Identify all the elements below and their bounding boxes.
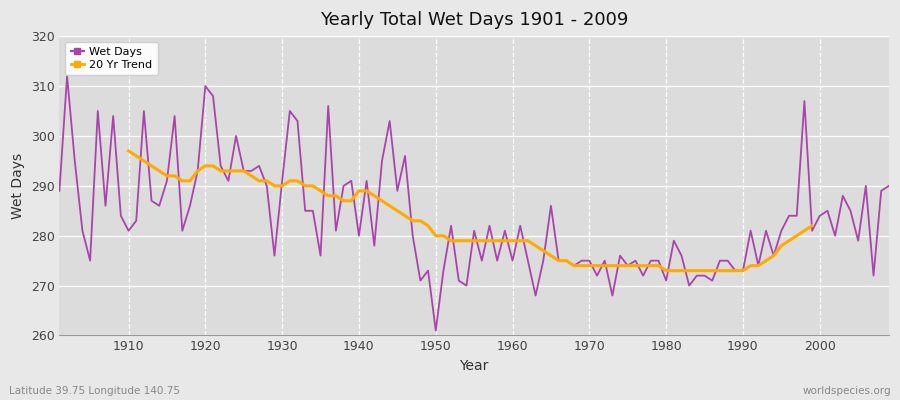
Legend: Wet Days, 20 Yr Trend: Wet Days, 20 Yr Trend	[65, 42, 158, 75]
Title: Yearly Total Wet Days 1901 - 2009: Yearly Total Wet Days 1901 - 2009	[320, 11, 628, 29]
Text: worldspecies.org: worldspecies.org	[803, 386, 891, 396]
Y-axis label: Wet Days: Wet Days	[11, 153, 25, 219]
X-axis label: Year: Year	[460, 359, 489, 373]
Text: Latitude 39.75 Longitude 140.75: Latitude 39.75 Longitude 140.75	[9, 386, 180, 396]
